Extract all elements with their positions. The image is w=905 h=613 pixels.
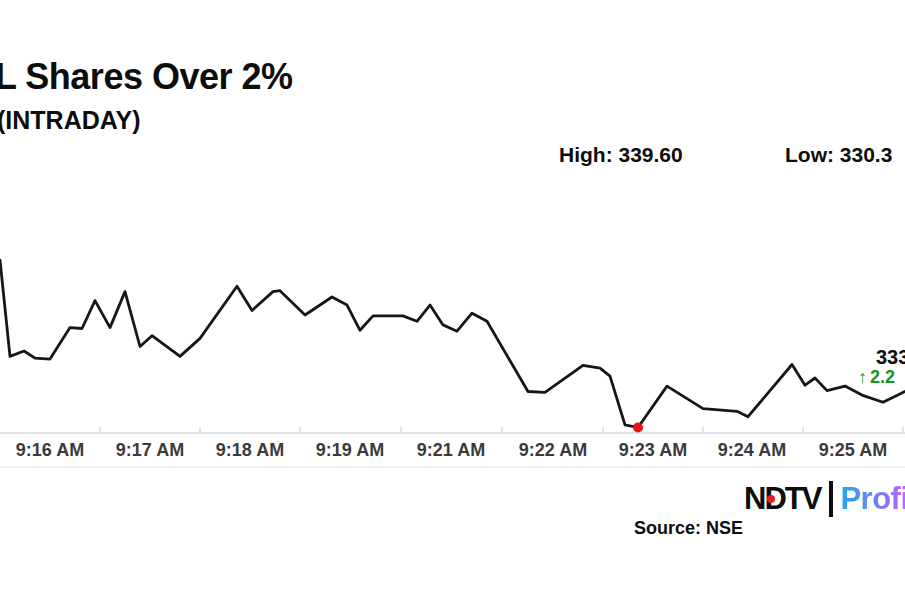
ndtv-text: NDTV [744,481,820,516]
change-percent-label: ↑2.2 [858,367,895,388]
chart-graphic-page: { "header": { "title": "L Shares Over 2%… [0,0,905,613]
x-axis-label: 9:23 AM [619,440,687,461]
last-price-label: 333 [876,346,905,369]
x-axis-label: 9:17 AM [116,440,184,461]
low-point-marker [633,423,643,433]
price-line-chart [0,0,905,613]
x-axis-label: 9:19 AM [316,440,384,461]
x-axis: 9:16 AM 9:17 AM 9:18 AM 9:19 AM 9:21 AM 9:22 … [0,440,905,464]
ndtv-profit-logo: NDTV Profit [744,481,905,517]
up-arrow-icon: ↑ [858,367,867,387]
ndtv-wordmark: NDTV [744,481,820,517]
x-axis-label: 9:25 AM [819,440,887,461]
price-line [0,260,905,427]
logo-separator [829,481,833,517]
profit-wordmark: Profit [840,481,905,517]
ndtv-logo-dot-icon [767,495,775,503]
x-axis-label: 9:18 AM [216,440,284,461]
source-label: Source: NSE [634,518,743,539]
x-axis-label: 9:21 AM [417,440,485,461]
x-axis-label: 9:24 AM [718,440,786,461]
change-percent-value: 2.2 [870,367,895,387]
x-axis-label: 9:22 AM [519,440,587,461]
x-axis-label: 9:16 AM [16,440,84,461]
